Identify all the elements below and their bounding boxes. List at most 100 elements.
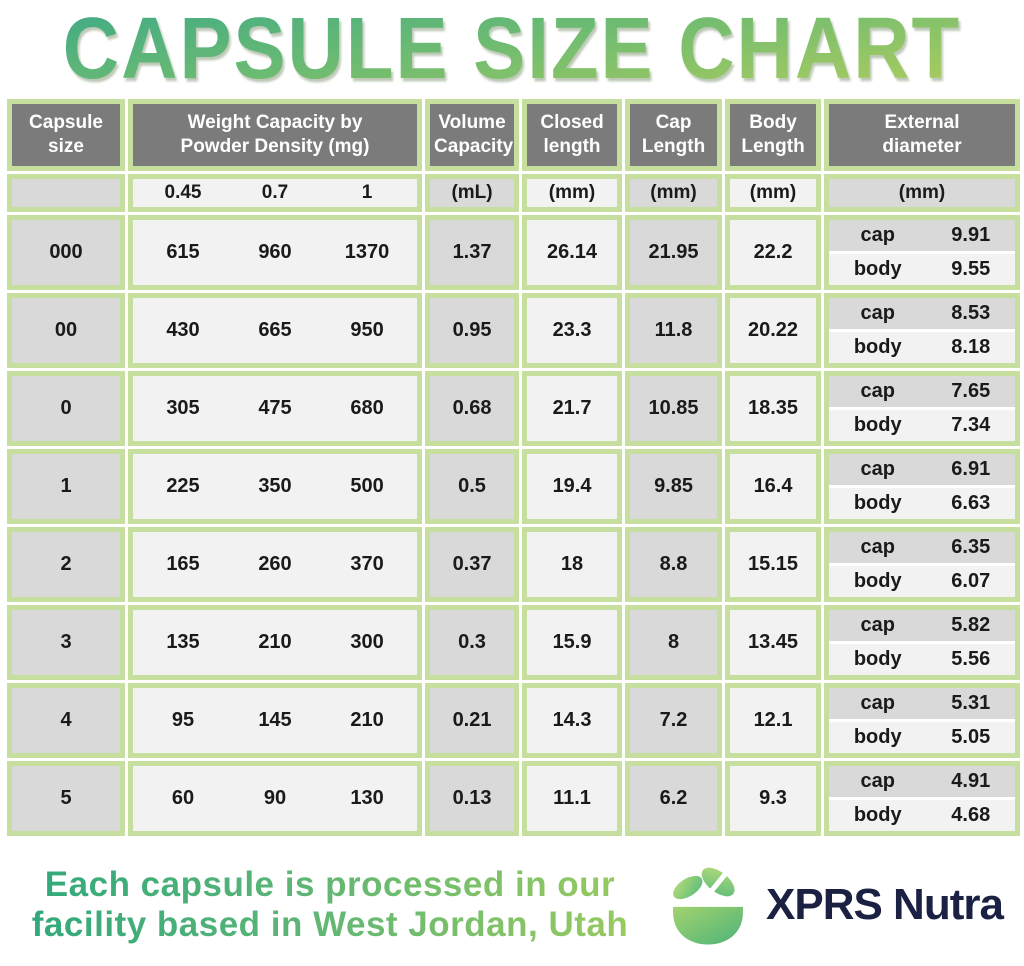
weight: 165 260 370 [137, 553, 413, 576]
weight: 60 90 130 [137, 787, 413, 810]
external-diameter-cell: cap 5.31 body 5.05 [824, 683, 1021, 758]
weight-value: 60 [171, 787, 195, 809]
weight-capacity-cell: 430 665 950 [128, 293, 423, 368]
table-head: Capsule size Weight Capacity by Powder De… [7, 99, 1021, 212]
weight-value: 615 [166, 241, 200, 263]
weight-capacity-cell: 60 90 130 [128, 761, 423, 836]
cap-length-cell: 6.2 [625, 761, 723, 836]
facility-note: Each capsule is processed in our facilit… [0, 865, 660, 946]
header-volume-capacity: Volume Capacity [425, 99, 520, 171]
ext-cap-label: cap [860, 302, 895, 324]
body-length-cell: 20.22 [725, 293, 822, 368]
weight-value: 1370 [344, 241, 390, 263]
ext-body-row: body 4.68 [829, 800, 1016, 831]
weight-value: 165 [166, 553, 200, 575]
ext-cap-label: cap [860, 458, 895, 480]
density: 0.45 0.7 1 [137, 182, 413, 204]
ext-body-value: 4.68 [951, 804, 991, 826]
weight-value: 300 [350, 631, 384, 653]
ext-cap-row: cap 6.91 [829, 454, 1016, 488]
mortar-leaf-logo-icon [673, 865, 743, 945]
weight-value: 225 [166, 475, 200, 497]
weight: 225 350 500 [137, 475, 413, 498]
units-body-length: (mm) [725, 174, 822, 212]
weight-value: 430 [166, 319, 200, 341]
volume-capacity-cell: 0.13 [425, 761, 520, 836]
page-title: CAPSULE SIZE CHART [62, 0, 962, 98]
closed-length-cell: 15.9 [522, 605, 623, 680]
cap-length-cell: 8 [625, 605, 723, 680]
external-diameter-cell: cap 7.65 body 7.34 [824, 371, 1021, 446]
cap-length-cell: 8.8 [625, 527, 723, 602]
ext-body-value: 7.34 [951, 414, 991, 436]
cap-length-cell: 11.8 [625, 293, 723, 368]
units-closed-length: (mm) [522, 174, 623, 212]
capsule-size-cell: 4 [7, 683, 125, 758]
ext-body-row: body 5.56 [829, 644, 1016, 675]
weight-capacity-cell: 615 960 1370 [128, 215, 423, 290]
units-volume: (mL) [425, 174, 520, 212]
capsule-size-cell: 000 [7, 215, 125, 290]
page-footer: Each capsule is processed in our facilit… [0, 859, 1024, 951]
ext-body-row: body 6.63 [829, 488, 1016, 519]
closed-length-cell: 14.3 [522, 683, 623, 758]
body-length-cell: 22.2 [725, 215, 822, 290]
ext-body-label: body [853, 414, 902, 436]
ext-body-label: body [853, 804, 902, 826]
weight: 305 475 680 [137, 397, 413, 420]
ext-cap-value: 5.31 [951, 692, 991, 714]
weight-value: 500 [350, 475, 384, 497]
ext-cap-label: cap [860, 770, 895, 792]
weight-value: 350 [258, 475, 292, 497]
ext-cap-value: 5.82 [951, 614, 991, 636]
weight-value: 680 [350, 397, 384, 419]
volume-capacity-cell: 0.3 [425, 605, 520, 680]
table-row: 0 305 475 680 0.68 21.7 10.85 18.35 cap 7.65 body 7… [7, 371, 1021, 446]
weight-capacity-cell: 165 260 370 [128, 527, 423, 602]
closed-length-cell: 23.3 [522, 293, 623, 368]
ext-cap-label: cap [860, 536, 895, 558]
weight-value: 130 [350, 787, 384, 809]
closed-length-cell: 19.4 [522, 449, 623, 524]
header-cap-length: Cap Length [625, 99, 723, 171]
capsule-size-cell: 1 [7, 449, 125, 524]
weight-value: 90 [263, 787, 287, 809]
weight: 615 960 1370 [137, 241, 413, 264]
closed-length-cell: 21.7 [522, 371, 623, 446]
header-capsule-size: Capsule size [7, 99, 125, 171]
header-closed-length: Closed length [522, 99, 623, 171]
volume-capacity-cell: 0.21 [425, 683, 520, 758]
external-diameter-cell: cap 5.82 body 5.56 [824, 605, 1021, 680]
page-header: CAPSULE SIZE CHART [0, 0, 1024, 96]
ext-body-value: 5.56 [951, 648, 991, 670]
capsule-size-cell: 2 [7, 527, 125, 602]
capsule-size-cell: 3 [7, 605, 125, 680]
density-value: 0.7 [261, 182, 289, 203]
capsule-size-cell: 5 [7, 761, 125, 836]
table-row: 1 225 350 500 0.5 19.4 9.85 16.4 cap 6.91 body 6.63 [7, 449, 1021, 524]
brand-name: XPRS Nutra [766, 880, 1004, 929]
volume-capacity-cell: 0.37 [425, 527, 520, 602]
ext-cap-value: 4.91 [951, 770, 991, 792]
ext-body-row: body 5.05 [829, 722, 1016, 753]
weight-capacity-cell: 225 350 500 [128, 449, 423, 524]
ext-body-row: body 6.07 [829, 566, 1016, 597]
volume-capacity-cell: 0.95 [425, 293, 520, 368]
closed-length-cell: 11.1 [522, 761, 623, 836]
cap-length-cell: 10.85 [625, 371, 723, 446]
density-value: 1 [361, 182, 373, 203]
body-length-cell: 12.1 [725, 683, 822, 758]
ext-cap-label: cap [860, 380, 895, 402]
ext-body-value: 8.18 [951, 336, 991, 358]
table-row: 2 165 260 370 0.37 18 8.8 15.15 cap 6.35 body 6.07 [7, 527, 1021, 602]
external-diameter-cell: cap 9.91 body 9.55 [824, 215, 1021, 290]
body-length-cell: 16.4 [725, 449, 822, 524]
ext-body-label: body [853, 726, 902, 748]
brand-logo: XPRS Nutra [660, 859, 1024, 951]
ext-cap-label: cap [860, 692, 895, 714]
weight-value: 370 [350, 553, 384, 575]
weight-capacity-cell: 135 210 300 [128, 605, 423, 680]
external-diameter-cell: cap 4.91 body 4.68 [824, 761, 1021, 836]
weight-value: 145 [258, 709, 292, 731]
ext-cap-row: cap 8.53 [829, 298, 1016, 332]
